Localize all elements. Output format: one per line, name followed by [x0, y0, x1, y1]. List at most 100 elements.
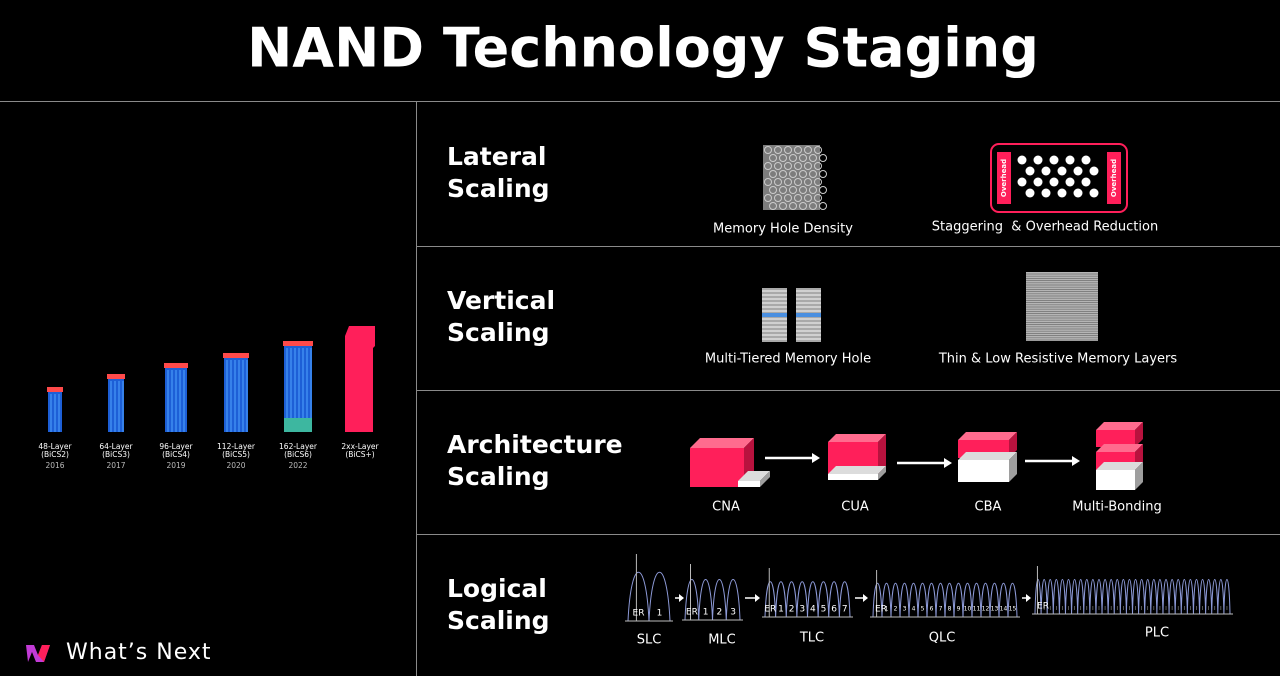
hole	[799, 170, 807, 178]
state-label: ER	[633, 609, 645, 619]
generation-name: (BiCS4)	[162, 450, 190, 459]
chip-top	[107, 374, 125, 379]
hole	[814, 162, 822, 170]
stagger-frame	[990, 143, 1128, 213]
hole	[769, 202, 777, 210]
state-distribution	[627, 572, 671, 622]
stage-label: CNA	[712, 500, 740, 515]
generation-name: (BiCS+)	[345, 450, 374, 459]
logo-mark	[38, 645, 50, 662]
thin-layers-image	[1026, 272, 1098, 341]
hole	[809, 154, 817, 162]
block-front	[1096, 430, 1135, 447]
arrow-head	[863, 594, 868, 602]
hole	[804, 162, 812, 170]
hole	[774, 194, 782, 202]
hole	[764, 146, 772, 154]
state-label: 15	[1009, 606, 1017, 613]
stagger-hole	[1065, 155, 1075, 165]
generation-name: (BiCS3)	[102, 450, 130, 459]
state-label: 4	[810, 605, 816, 615]
block-side	[1009, 432, 1017, 458]
hole	[794, 194, 802, 202]
state-label: 8	[948, 606, 952, 613]
overhead-bar	[1107, 152, 1121, 204]
hole	[794, 178, 802, 186]
state-distribution	[1034, 579, 1231, 615]
block-top	[1096, 444, 1143, 452]
chip-top	[47, 387, 63, 392]
hole	[794, 162, 802, 170]
cell-type: TLC	[799, 631, 824, 646]
generation-year: 2017	[106, 461, 125, 470]
hole	[774, 162, 782, 170]
generation-name: (BiCS2)	[41, 450, 69, 459]
cell-type: MLC	[708, 633, 736, 648]
section-heading: Scaling	[447, 174, 550, 203]
generation-layers: 96-Layer	[159, 442, 193, 451]
state-label: 10	[964, 606, 972, 613]
chip-stack	[345, 326, 375, 432]
stage-label: CUA	[841, 500, 869, 515]
hole	[799, 154, 807, 162]
state-label: ER	[764, 605, 776, 615]
hole	[804, 194, 812, 202]
overhead-label: Overhead	[1000, 159, 1008, 197]
stage-label: CBA	[975, 500, 1002, 515]
hole	[784, 146, 792, 154]
state-label: 3	[799, 605, 805, 615]
arrow-head	[812, 453, 820, 463]
cell-type: SLC	[637, 633, 662, 648]
block-top	[1096, 462, 1143, 470]
stagger-hole	[1025, 188, 1035, 198]
state-label: 1	[885, 606, 889, 613]
generation-layers: 2xx-Layer	[341, 442, 379, 451]
stagger-hole	[1089, 166, 1099, 176]
logo-text: What’s Next	[66, 640, 212, 665]
state-distribution	[764, 581, 851, 618]
hole	[769, 170, 777, 178]
block-front	[1096, 470, 1135, 490]
state-label: 7	[842, 605, 848, 615]
state-label: 12	[982, 606, 990, 613]
hole	[774, 146, 782, 154]
stagger-hole	[1081, 177, 1091, 187]
section-heading: Vertical	[447, 286, 555, 315]
section-heading: Lateral	[447, 142, 546, 171]
generation-layers: 64-Layer	[99, 442, 133, 451]
block-top	[828, 466, 886, 474]
generation-layers: 112-Layer	[217, 442, 256, 451]
chip-stack	[224, 356, 248, 432]
block-front	[690, 448, 744, 487]
cell-type: QLC	[929, 631, 956, 646]
label: Multi-Tiered Memory Hole	[705, 352, 871, 367]
state-label: 1	[778, 605, 784, 615]
block-side	[1135, 422, 1143, 447]
stagger-hole	[1073, 166, 1083, 176]
block-top	[690, 438, 754, 448]
generation-name: (BiCS5)	[222, 450, 250, 459]
hole	[784, 194, 792, 202]
stagger-hole	[1081, 155, 1091, 165]
stagger-hole	[1089, 188, 1099, 198]
state-label: 1	[703, 608, 709, 618]
state-label: 11	[973, 606, 981, 613]
stagger-hole	[1017, 177, 1027, 187]
generation-year: 2019	[166, 461, 185, 470]
hole	[769, 186, 777, 194]
stagger-hole	[1057, 188, 1067, 198]
state-distribution	[684, 579, 741, 621]
hole	[779, 186, 787, 194]
hole	[784, 178, 792, 186]
block-side	[878, 434, 886, 474]
block-top	[958, 452, 1017, 460]
section-heading: Architecture	[447, 430, 623, 459]
block-side	[1135, 462, 1143, 490]
state-label: 13	[991, 606, 999, 613]
hole	[814, 194, 822, 202]
hole	[784, 162, 792, 170]
hole	[789, 154, 797, 162]
arrow-head	[679, 594, 684, 602]
title: NAND Technology Staging	[247, 17, 1039, 80]
stagger-hole	[1057, 166, 1067, 176]
